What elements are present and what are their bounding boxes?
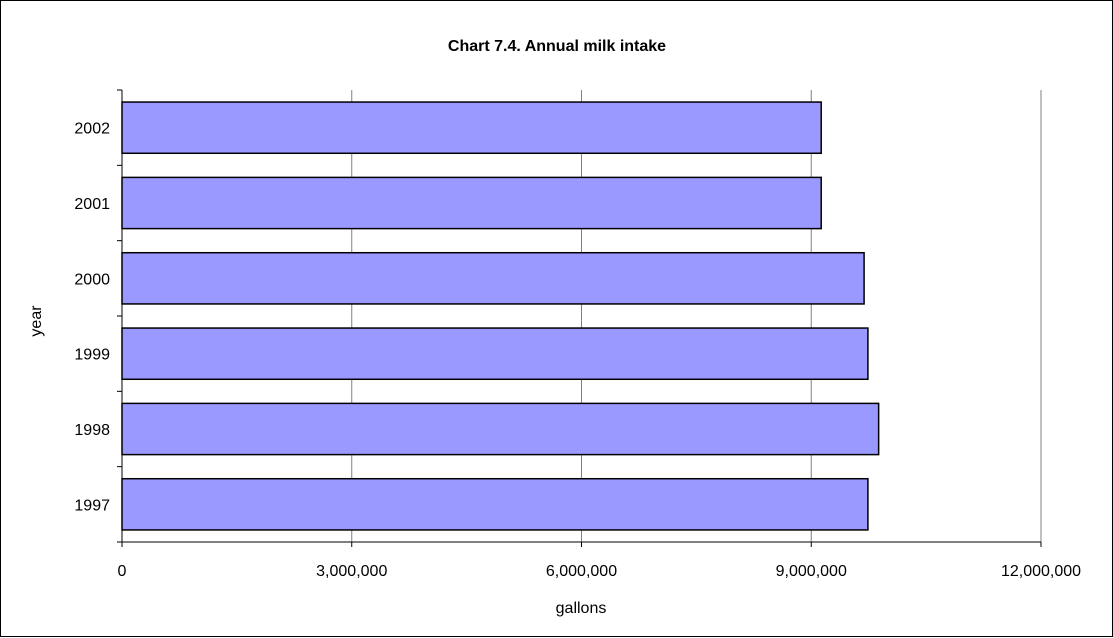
bar-2002 xyxy=(121,101,822,155)
gridlines xyxy=(351,90,1042,542)
bar-1998 xyxy=(121,402,880,456)
x-tick-label: 0 xyxy=(118,563,127,580)
x-tick-label: 12,000,000 xyxy=(1001,563,1081,580)
y-tick-label: 2001 xyxy=(74,196,110,213)
axes xyxy=(117,89,1042,547)
x-axis-title: gallons xyxy=(556,600,607,617)
bar-1997 xyxy=(121,477,869,531)
bar-2001 xyxy=(121,176,822,230)
x-tick-label: 6,000,000 xyxy=(546,563,617,580)
x-axis-tick-labels: 0 3,000,000 6,000,000 9,000,000 12,000,000 xyxy=(118,563,1082,580)
y-tick-label: 2000 xyxy=(74,271,110,288)
y-axis-tick-labels: 2002 2001 2000 1999 1998 1997 xyxy=(74,121,110,515)
y-tick-label: 1997 xyxy=(74,497,110,514)
bar-2000 xyxy=(121,251,865,305)
bar-1999 xyxy=(121,327,869,381)
bars xyxy=(121,101,880,531)
x-tick-label: 3,000,000 xyxy=(316,563,387,580)
y-tick-label: 1999 xyxy=(74,347,110,364)
x-tick-label: 9,000,000 xyxy=(776,563,847,580)
chart-title: Chart 7.4. Annual milk intake xyxy=(448,38,666,55)
y-tick-label: 1998 xyxy=(74,422,110,439)
y-tick-label: 2002 xyxy=(74,121,110,138)
y-axis-title: year xyxy=(28,305,45,337)
